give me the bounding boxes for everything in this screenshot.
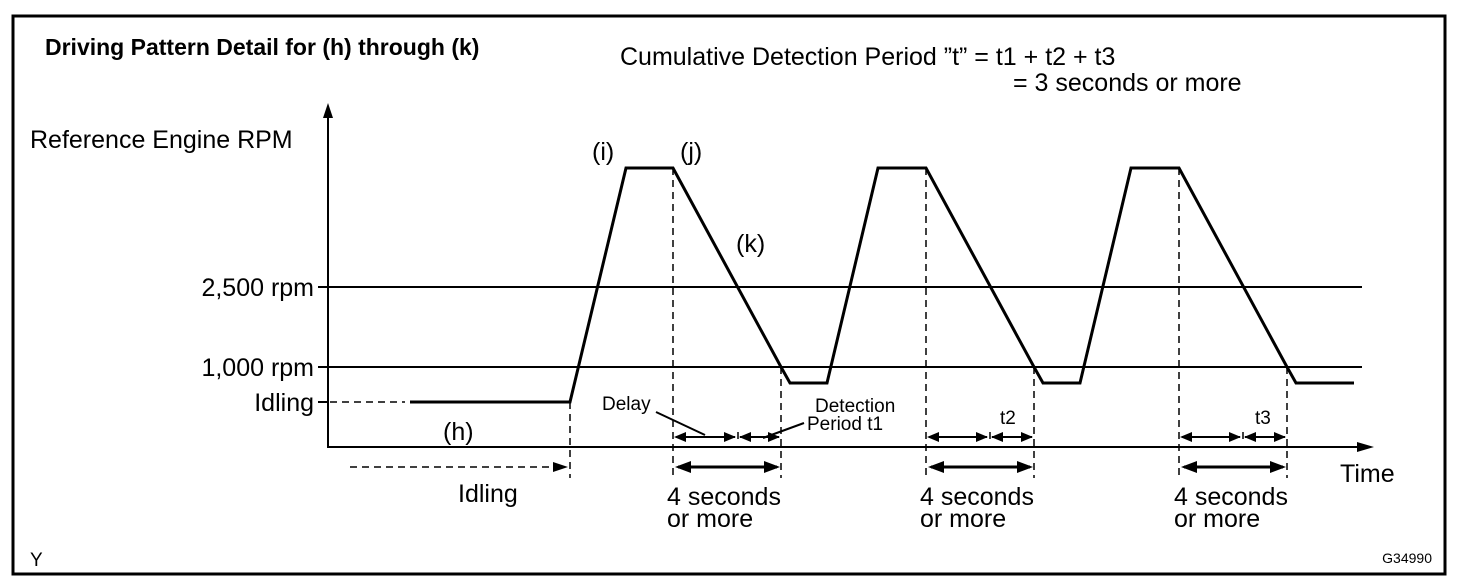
t3-label: t3 xyxy=(1255,408,1271,429)
four-seconds-label-1-line-1: 4 seconds xyxy=(667,483,781,511)
delay-label: Delay xyxy=(602,394,651,415)
four-second-arrows xyxy=(675,461,1286,473)
step-i-label: (i) xyxy=(592,138,614,166)
reference-lines xyxy=(318,286,1362,403)
axes xyxy=(323,103,1374,452)
cycle2-sub-arrows xyxy=(927,432,1033,442)
cycle3-sub-arrows xyxy=(1180,432,1286,442)
detection-label-line-2: Period t1 xyxy=(807,414,883,435)
diagram-title: Driving Pattern Detail for (h) through (… xyxy=(45,34,479,60)
idling-duration-arrow xyxy=(350,462,568,472)
t2-label: t2 xyxy=(1000,408,1016,429)
idling-duration-label: Idling xyxy=(458,480,518,508)
level-1000-label: 1,000 rpm xyxy=(201,354,314,382)
x-axis-label: Time xyxy=(1340,460,1395,488)
detection-label-line-1: Detection xyxy=(815,396,895,417)
four-seconds-label-1-line-2: or more xyxy=(667,505,753,533)
formula-line-2: = 3 seconds or more xyxy=(1013,69,1242,97)
level-idling-label: Idling xyxy=(254,389,314,417)
figure-code: G34990 xyxy=(1382,550,1432,566)
step-k-label: (k) xyxy=(736,230,765,258)
y-axis-label: Reference Engine RPM xyxy=(30,126,293,154)
cycle1-sub-arrows xyxy=(655,411,805,442)
four-seconds-label-2-line-2: or more xyxy=(920,505,1006,533)
four-seconds-label-3-line-1: 4 seconds xyxy=(1174,483,1288,511)
time-markers xyxy=(569,168,1288,478)
corner-left-mark: Y xyxy=(30,550,43,571)
step-h-label: (h) xyxy=(443,418,474,446)
four-seconds-label-2-line-1: 4 seconds xyxy=(920,483,1034,511)
step-j-label: (j) xyxy=(680,138,702,166)
diagram-frame xyxy=(11,14,1447,576)
level-2500-label: 2,500 rpm xyxy=(201,274,314,302)
formula-line-1: Cumulative Detection Period ”t” = t1 + t… xyxy=(620,43,1115,71)
four-seconds-label-3-line-2: or more xyxy=(1174,505,1260,533)
